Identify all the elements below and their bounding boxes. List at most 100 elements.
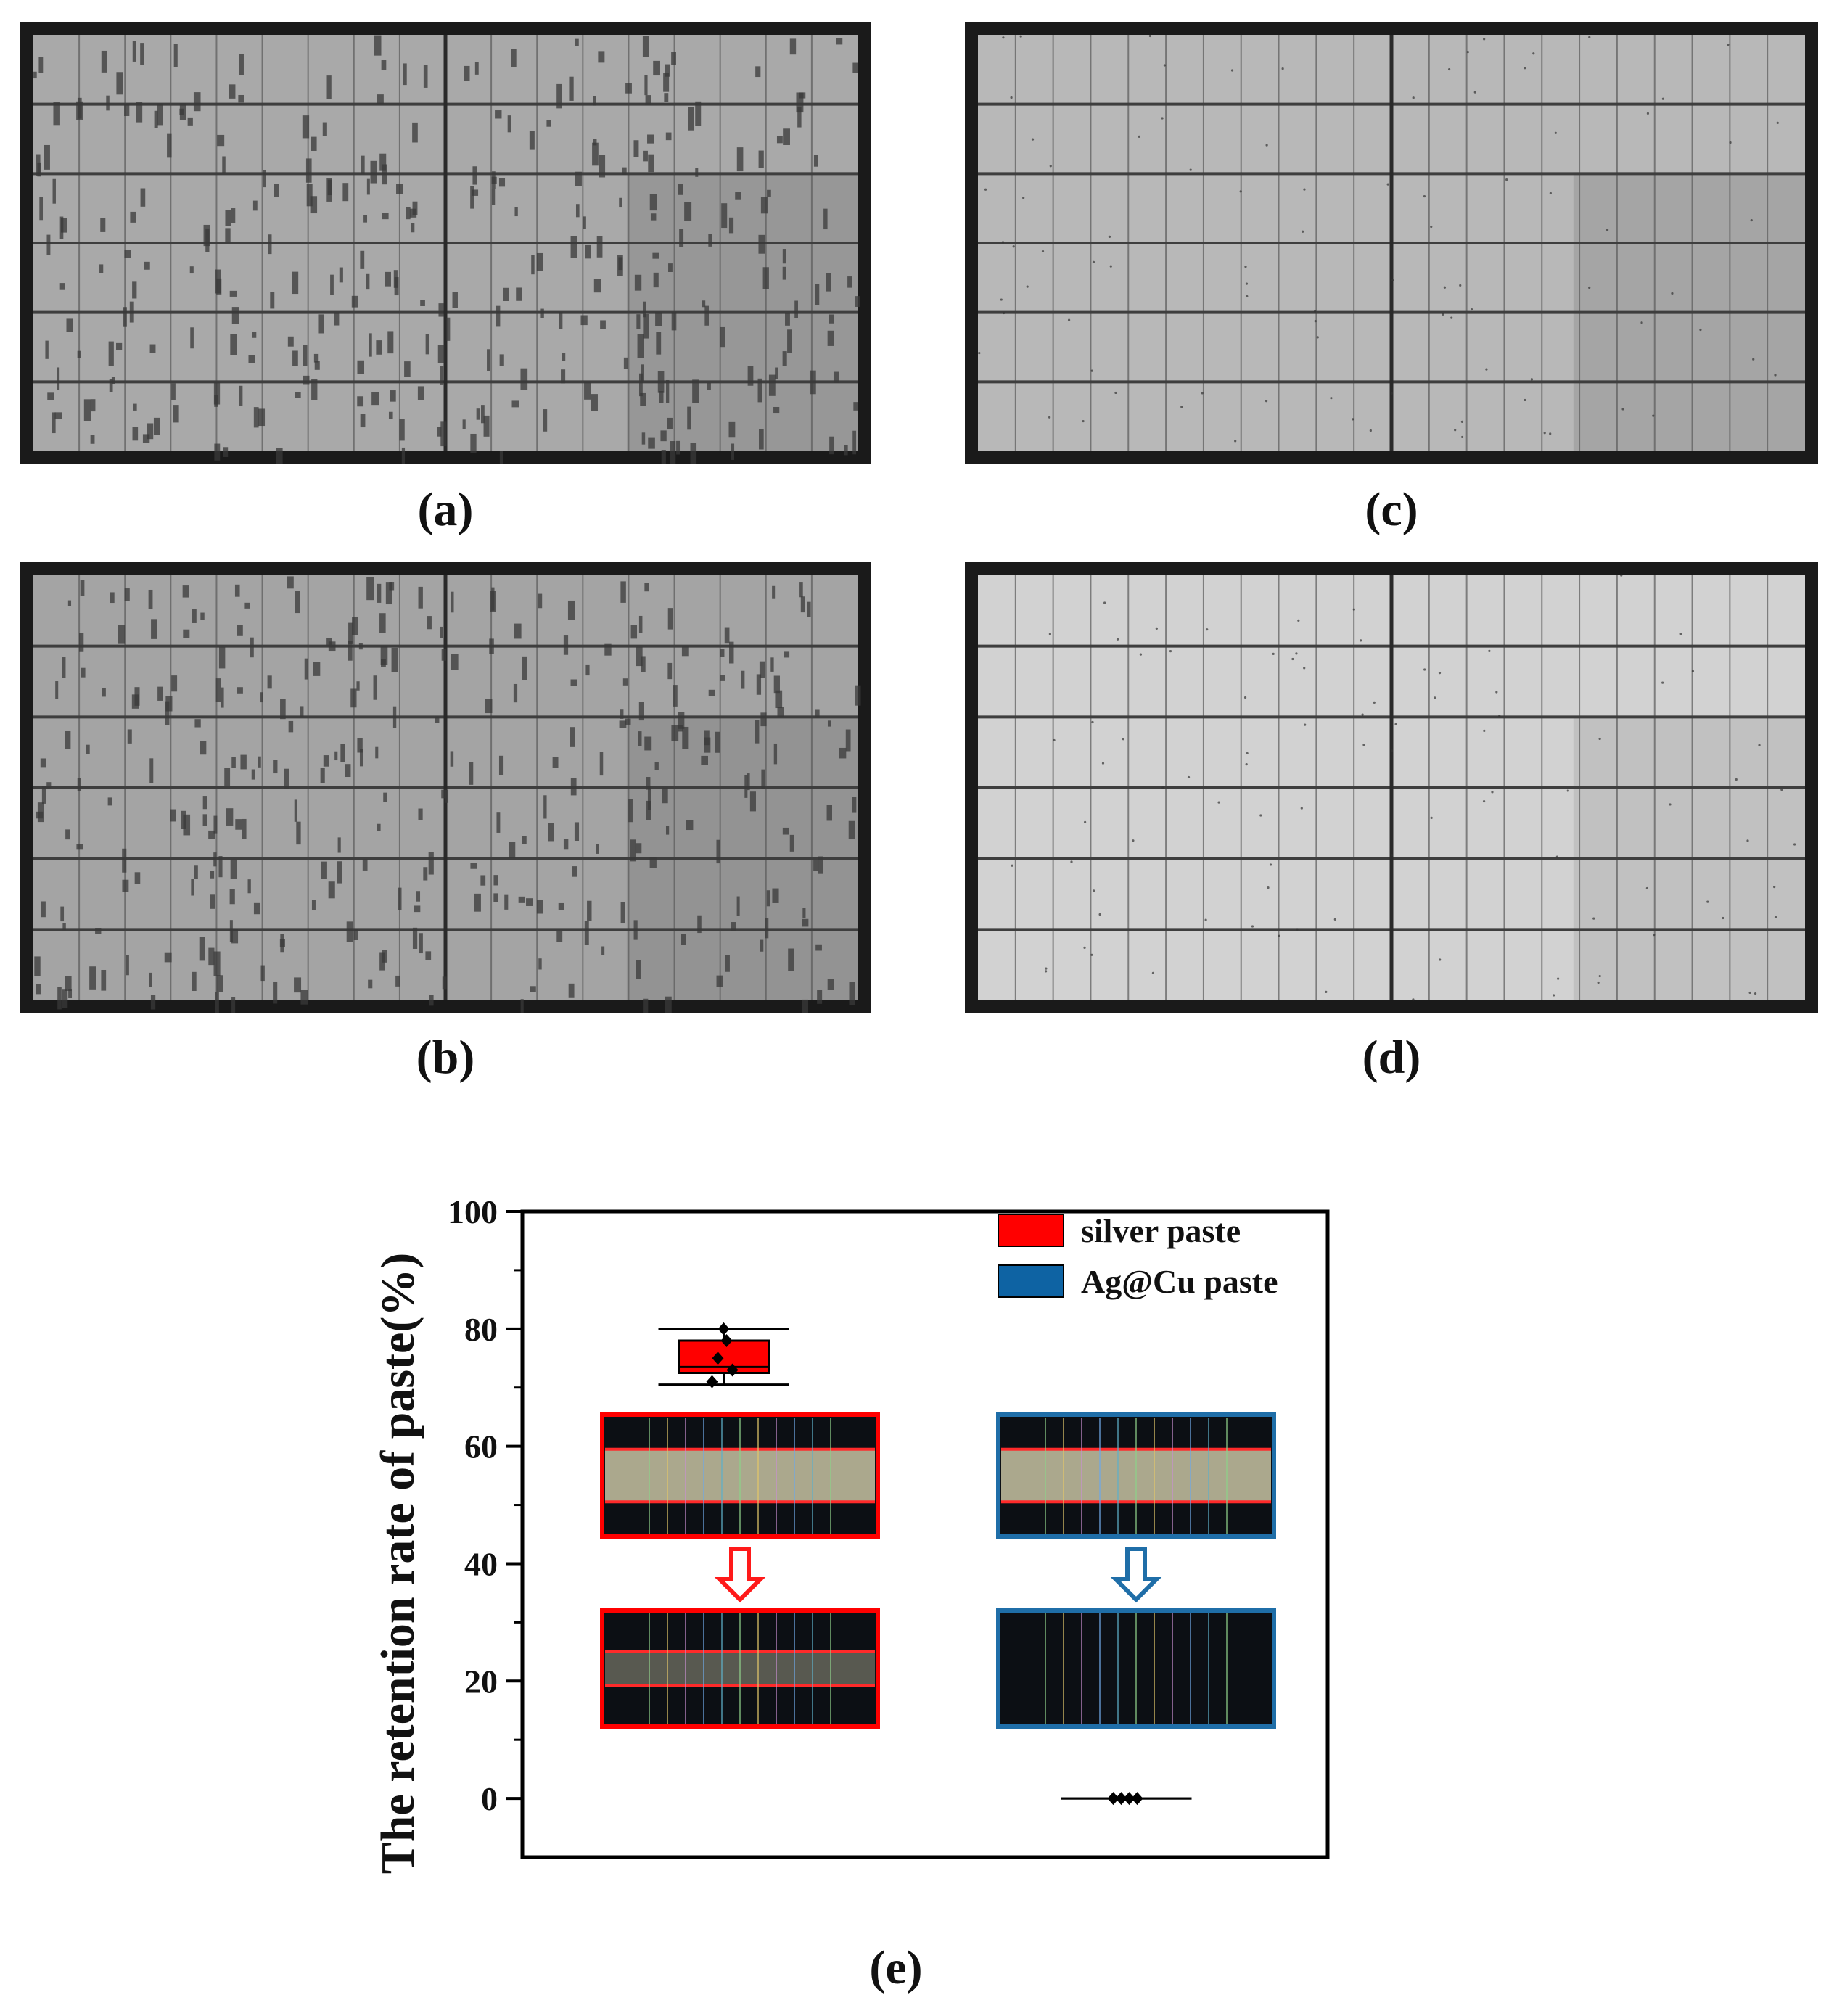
surface-spot [1430, 816, 1433, 819]
finger-defect [813, 860, 819, 871]
finger-defect [356, 681, 360, 691]
finger-defect [304, 658, 308, 680]
finger-defect [641, 432, 646, 445]
finger-defect [569, 76, 574, 101]
surface-spot [1114, 391, 1117, 395]
surface-spot [1244, 266, 1247, 268]
finger-defect [649, 194, 657, 211]
finger-defect [41, 901, 46, 918]
surface-spot [1699, 328, 1702, 332]
surface-spot [1155, 627, 1158, 630]
finger-defect [491, 587, 495, 611]
finger-defect [124, 588, 130, 601]
surface-spot [1459, 284, 1462, 287]
surface-spot [1163, 64, 1166, 67]
finger-defect [728, 421, 736, 438]
surface-spot [1640, 321, 1643, 324]
surface-spot [1439, 958, 1442, 961]
finger-defect [132, 41, 136, 62]
finger-defect [67, 600, 72, 606]
finger-defect [45, 340, 49, 359]
surface-spot [1423, 194, 1426, 198]
finger-defect [622, 678, 628, 686]
finger-defect [787, 329, 792, 353]
finger-defect [225, 228, 231, 243]
finger-defect [736, 147, 744, 172]
finger-defect [294, 977, 302, 993]
finger-defect [239, 385, 243, 406]
surface-spot [1530, 378, 1534, 381]
finger-defect [789, 38, 797, 55]
surface-spot [1161, 786, 1164, 789]
finger-defect [357, 396, 364, 407]
finger-defect [157, 686, 163, 701]
surface-spot [1333, 918, 1336, 921]
finger-defect [794, 300, 798, 318]
finger-defect [306, 184, 313, 207]
surface-spot [1532, 52, 1535, 55]
finger-defect [647, 786, 651, 810]
surface-spot [1048, 416, 1051, 419]
finger-defect [379, 952, 385, 971]
finger-defect [667, 417, 673, 429]
finger-defect [440, 366, 444, 385]
finger-defect [55, 681, 59, 699]
finger-defect [110, 592, 115, 604]
finger-defect [673, 685, 678, 707]
surface-spot [1230, 69, 1234, 72]
finger-defect [216, 975, 223, 992]
finger-defect [518, 896, 525, 903]
finger-defect [855, 685, 861, 706]
finger-defect [65, 976, 72, 991]
finger-defect [767, 189, 771, 197]
finger-defect [623, 357, 628, 369]
finger-defect [171, 383, 176, 400]
finger-defect [326, 178, 332, 202]
finger-defect [692, 379, 699, 403]
finger-defect [511, 400, 519, 408]
finger-defect [287, 576, 294, 589]
finger-defect [352, 617, 358, 635]
finger-defect [279, 939, 285, 947]
surface-spot [1083, 946, 1086, 949]
finger-defect [697, 915, 702, 934]
finger-defect [252, 332, 257, 338]
finger-defect [40, 758, 46, 768]
surface-spot [1776, 121, 1779, 124]
finger-defect [404, 361, 411, 377]
surface-spot [1555, 855, 1558, 858]
finger-defect [663, 73, 670, 92]
finger-defect [348, 622, 353, 644]
finger-defect [451, 654, 459, 670]
finger-defect [46, 234, 51, 255]
finger-defect [300, 706, 304, 717]
finger-defect [462, 419, 466, 429]
finger-defect [638, 702, 644, 721]
finger-defect [818, 856, 823, 874]
finger-defect [520, 999, 524, 1013]
finger-defect [567, 600, 575, 620]
finger-defect [546, 120, 551, 127]
finger-defect [721, 203, 728, 229]
finger-defect [210, 871, 215, 879]
el-image-b-svg [33, 575, 861, 1013]
finger-defect [797, 107, 802, 128]
finger-defect [470, 433, 477, 453]
surface-spot [1000, 298, 1003, 301]
finger-defect [591, 394, 598, 411]
finger-defect [649, 857, 657, 868]
finger-defect [192, 609, 197, 623]
finger-defect [827, 720, 831, 727]
finger-defect [273, 981, 278, 1004]
finger-defect [755, 720, 760, 744]
finger-defect [450, 751, 454, 767]
finger-defect [784, 651, 790, 658]
surface-spot [1394, 723, 1397, 725]
finger-defect [446, 317, 451, 341]
surface-spot [1132, 839, 1135, 842]
surface-spot [1084, 820, 1087, 823]
finger-defect [642, 301, 646, 318]
finger-defect [604, 643, 612, 656]
finger-defect [203, 224, 210, 247]
finger-defect [681, 646, 689, 657]
